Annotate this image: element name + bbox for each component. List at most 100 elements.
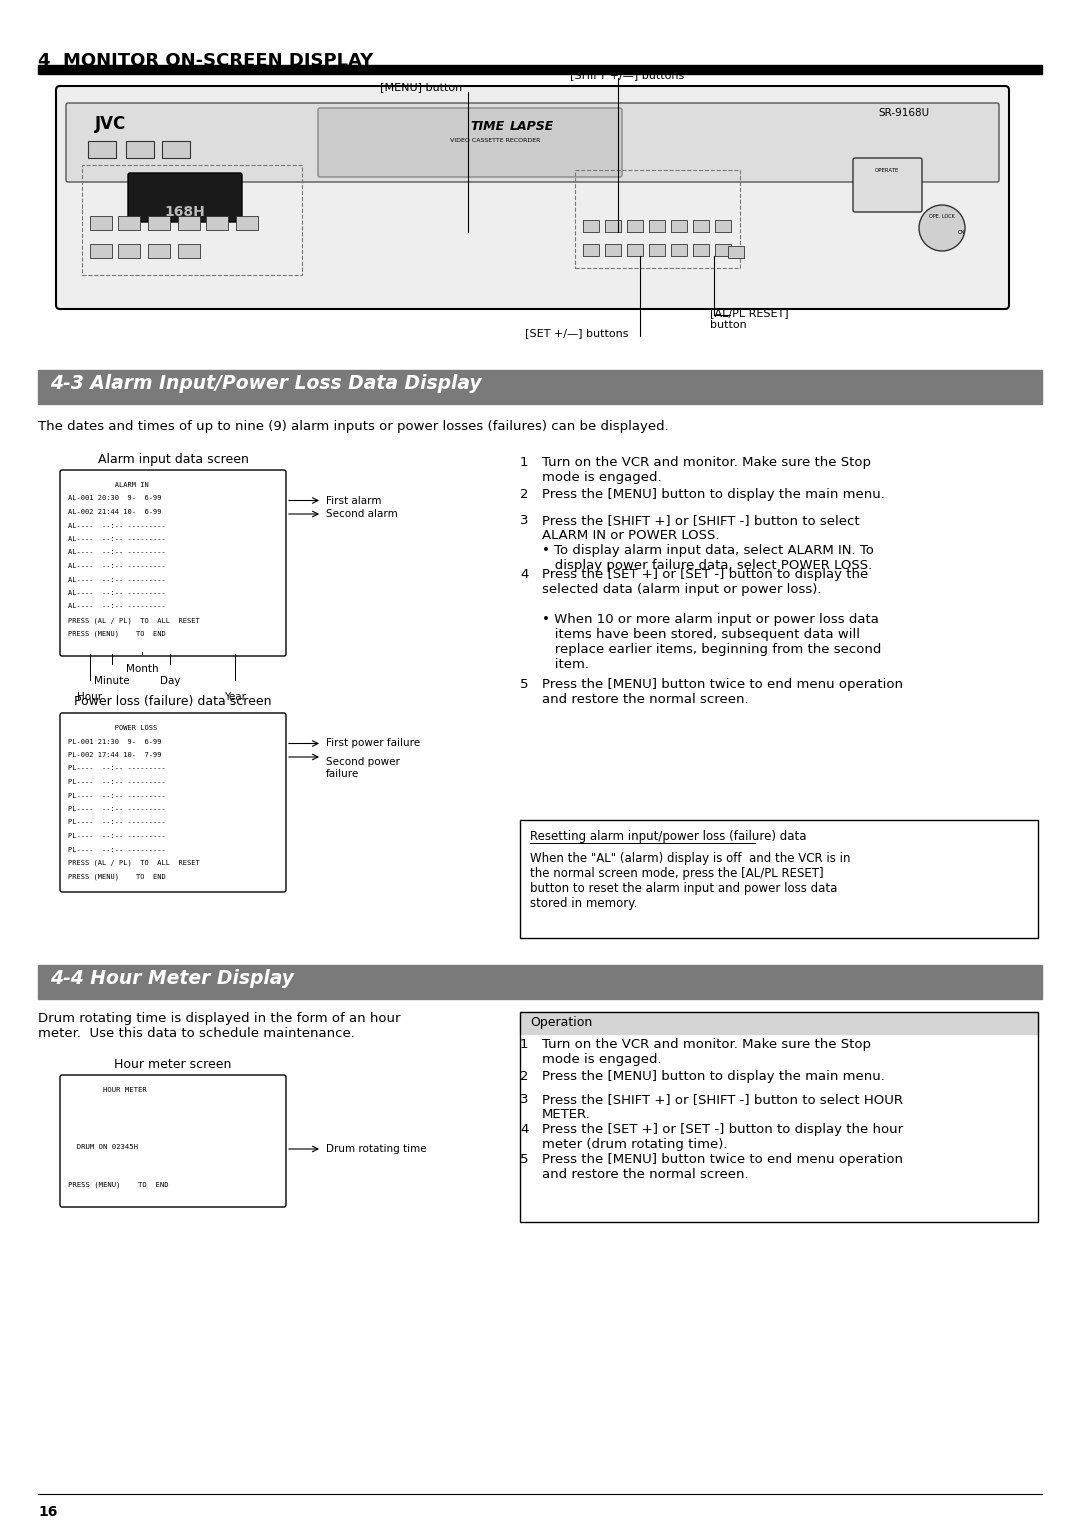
Text: Second power
failure: Second power failure <box>326 756 400 779</box>
Text: 168H: 168H <box>164 205 205 219</box>
Bar <box>237 215 258 231</box>
Text: 4-3 Alarm Input/Power Loss Data Display: 4-3 Alarm Input/Power Loss Data Display <box>50 374 482 393</box>
Text: Press the [MENU] button twice to end menu operation
and restore the normal scree: Press the [MENU] button twice to end men… <box>542 1154 903 1181</box>
Text: 3: 3 <box>519 513 528 527</box>
Bar <box>90 215 112 231</box>
Bar <box>671 244 687 257</box>
FancyBboxPatch shape <box>318 108 622 177</box>
Bar <box>519 1012 1038 1034</box>
Text: AL----  --:-- ---------: AL---- --:-- --------- <box>68 536 165 542</box>
Bar <box>693 244 708 257</box>
Text: Press the [MENU] button twice to end menu operation
and restore the normal scree: Press the [MENU] button twice to end men… <box>542 678 903 706</box>
Text: Second alarm: Second alarm <box>326 509 397 520</box>
Text: Press the [SHIFT +] or [SHIFT -] button to select HOUR
METER.: Press the [SHIFT +] or [SHIFT -] button … <box>542 1093 903 1122</box>
Text: PRESS (MENU)    TO  END: PRESS (MENU) TO END <box>68 874 165 880</box>
Text: 5: 5 <box>519 678 528 691</box>
FancyBboxPatch shape <box>60 471 286 656</box>
Text: PL----  --:-- ---------: PL---- --:-- --------- <box>68 819 165 825</box>
Text: [MENU] button: [MENU] button <box>380 83 462 92</box>
Bar <box>90 244 112 258</box>
Text: AL----  --:-- ---------: AL---- --:-- --------- <box>68 604 165 610</box>
Bar <box>693 220 708 232</box>
Text: Month: Month <box>125 665 159 674</box>
Text: 4: 4 <box>519 568 528 581</box>
Text: PL----  --:-- ---------: PL---- --:-- --------- <box>68 805 165 811</box>
Bar <box>162 141 190 157</box>
Text: PL----  --:-- ---------: PL---- --:-- --------- <box>68 793 165 799</box>
Text: Power loss (failure) data screen: Power loss (failure) data screen <box>75 695 272 707</box>
Text: ALARM IN: ALARM IN <box>68 481 149 487</box>
Text: AL-002 21:44 10-  6-99: AL-002 21:44 10- 6-99 <box>68 509 162 515</box>
Text: AL----  --:-- ---------: AL---- --:-- --------- <box>68 576 165 582</box>
Text: 3: 3 <box>519 1093 528 1106</box>
Text: 1: 1 <box>519 455 528 469</box>
Text: First alarm: First alarm <box>326 495 381 506</box>
Text: When the "AL" (alarm) display is off  and the VCR is in
the normal screen mode, : When the "AL" (alarm) display is off and… <box>530 853 851 911</box>
Bar <box>118 215 140 231</box>
Text: PL-002 17:44 10-  7-99: PL-002 17:44 10- 7-99 <box>68 752 162 758</box>
Text: 5: 5 <box>519 1154 528 1166</box>
Text: First power failure: First power failure <box>326 738 420 749</box>
Text: AL----  --:-- ---------: AL---- --:-- --------- <box>68 523 165 529</box>
Bar <box>148 244 170 258</box>
Text: 4: 4 <box>519 1123 528 1135</box>
Text: Press the [SHIFT +] or [SHIFT -] button to select
ALARM IN or POWER LOSS.
• To d: Press the [SHIFT +] or [SHIFT -] button … <box>542 513 874 571</box>
Text: Press the [MENU] button to display the main menu.: Press the [MENU] button to display the m… <box>542 487 885 501</box>
Text: The dates and times of up to nine (9) alarm inputs or power losses (failures) ca: The dates and times of up to nine (9) al… <box>38 420 669 432</box>
Bar <box>627 244 643 257</box>
Text: PRESS (MENU)    TO  END: PRESS (MENU) TO END <box>68 1183 168 1189</box>
Text: Hour: Hour <box>78 692 103 701</box>
Bar <box>728 246 744 258</box>
Bar <box>671 220 687 232</box>
Circle shape <box>919 205 966 251</box>
Text: SR-9168U: SR-9168U <box>878 108 929 118</box>
Bar <box>583 220 599 232</box>
Text: VIDEO CASSETTE RECORDER: VIDEO CASSETTE RECORDER <box>450 138 540 144</box>
Bar <box>38 370 1042 403</box>
Bar <box>519 1012 1038 1222</box>
Text: PL-001 21:30  9-  6-99: PL-001 21:30 9- 6-99 <box>68 738 162 744</box>
Text: 1: 1 <box>519 1038 528 1051</box>
Text: 16: 16 <box>38 1505 57 1519</box>
Text: Press the [MENU] button to display the main menu.: Press the [MENU] button to display the m… <box>542 1070 885 1083</box>
Text: Drum rotating time is displayed in the form of an hour
meter.  Use this data to : Drum rotating time is displayed in the f… <box>38 1012 401 1041</box>
Text: OPE. LOCK: OPE. LOCK <box>929 214 955 219</box>
Text: AL----  --:-- ---------: AL---- --:-- --------- <box>68 562 165 568</box>
Text: [AL/PL RESET]
button: [AL/PL RESET] button <box>710 309 788 330</box>
Bar <box>38 66 1042 73</box>
Bar <box>605 244 621 257</box>
Bar <box>519 821 1038 938</box>
Text: PL----  --:-- ---------: PL---- --:-- --------- <box>68 779 165 785</box>
FancyBboxPatch shape <box>129 173 242 222</box>
Text: PRESS (AL / PL)  TO  ALL  RESET: PRESS (AL / PL) TO ALL RESET <box>68 617 200 623</box>
Text: JVC: JVC <box>95 115 126 133</box>
Bar <box>38 966 1042 999</box>
FancyBboxPatch shape <box>60 714 286 892</box>
Bar <box>583 244 599 257</box>
Text: 4  MONITOR ON-SCREEN DISPLAY: 4 MONITOR ON-SCREEN DISPLAY <box>38 52 374 70</box>
Text: TIME: TIME <box>470 121 504 133</box>
Bar <box>649 220 665 232</box>
Bar <box>715 244 731 257</box>
Text: AL----  --:-- ---------: AL---- --:-- --------- <box>68 550 165 556</box>
Text: 2: 2 <box>519 487 528 501</box>
Text: DRUM ON 02345H: DRUM ON 02345H <box>68 1144 138 1151</box>
Text: Drum rotating time: Drum rotating time <box>326 1144 427 1154</box>
Bar <box>605 220 621 232</box>
Text: AL-001 20:30  9-  6-99: AL-001 20:30 9- 6-99 <box>68 495 162 501</box>
Text: 4-4 Hour Meter Display: 4-4 Hour Meter Display <box>50 969 294 989</box>
Text: [SHIFT +/—] buttons: [SHIFT +/—] buttons <box>570 70 685 79</box>
Bar <box>82 165 302 275</box>
Bar <box>87 141 116 157</box>
Bar <box>715 220 731 232</box>
FancyBboxPatch shape <box>66 102 999 182</box>
Text: Turn on the VCR and monitor. Make sure the Stop
mode is engaged.: Turn on the VCR and monitor. Make sure t… <box>542 1038 870 1067</box>
Text: PRESS (MENU)    TO  END: PRESS (MENU) TO END <box>68 631 165 637</box>
Text: PL----  --:-- ---------: PL---- --:-- --------- <box>68 847 165 853</box>
Text: PL----  --:-- ---------: PL---- --:-- --------- <box>68 766 165 772</box>
Text: Year: Year <box>224 692 246 701</box>
Bar <box>148 215 170 231</box>
Text: LAPSE: LAPSE <box>510 121 554 133</box>
Bar <box>118 244 140 258</box>
Text: Day: Day <box>160 675 180 686</box>
